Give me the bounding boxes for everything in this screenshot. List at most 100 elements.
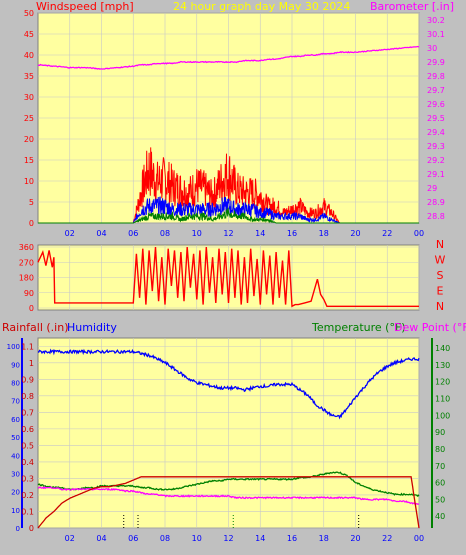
compass-letter: N [436, 300, 444, 313]
rainfall-tick-label: 1.1 [21, 342, 34, 351]
bottom-x-tick-label: 14 [255, 534, 265, 543]
humidity-axis-title: Humidity [67, 321, 117, 334]
barometer-tick-label: 28.9 [427, 198, 445, 207]
humidity-tick-label: 60 [11, 416, 20, 424]
barometer-tick-label: 29.7 [427, 86, 445, 95]
compass-letter: W [435, 254, 446, 267]
barometer-tick-label: 30 [427, 44, 437, 53]
rainfall-tick-label: 0.6 [21, 425, 34, 434]
wind-direction-line [37, 246, 419, 308]
humidity-tick-label: 30 [11, 470, 20, 478]
humidity-tick-label: 10 [11, 507, 20, 515]
windspeed-tick-label: 5 [29, 198, 34, 207]
dewpoint-axis-title: Dew Point (°F) [394, 321, 466, 334]
barometer-tick-label: 29.2 [427, 156, 445, 165]
barometer-tick-label: 30.1 [427, 30, 445, 39]
direction-tick-label: 180 [19, 274, 34, 283]
rainfall-line [37, 476, 420, 529]
barometer-tick-label: 29.5 [427, 114, 445, 123]
bottom-x-tick-label: 16 [287, 534, 297, 543]
barometer-tick-label: 29.6 [427, 100, 445, 109]
rainfall-tick-label: 0 [29, 524, 34, 533]
bottom-x-tick-label: 06 [128, 534, 138, 543]
bottom-x-tick-label: 22 [382, 534, 392, 543]
bottom-x-tick-label: 12 [223, 534, 233, 543]
temperature-axis-title: Temperature (°F) [311, 321, 406, 334]
top-x-tick-label: 08 [160, 229, 170, 238]
temperature-tick-label: 120 [435, 378, 450, 387]
humidity-tick-label: 0 [16, 525, 20, 533]
bottom-x-tick-label: 08 [160, 534, 170, 543]
graph-date-title: 24 hour graph day May 30 2024 [173, 0, 350, 13]
windspeed-tick-label: 45 [24, 30, 34, 39]
barometer-tick-label: 29.4 [427, 128, 445, 137]
humidity-tick-label: 100 [7, 343, 20, 351]
rainfall-tick-label: 0.8 [21, 392, 34, 401]
bottom-x-tick-label: 04 [96, 534, 106, 543]
humidity-tick-label: 40 [11, 452, 20, 460]
windspeed-tick-label: 15 [24, 156, 34, 165]
top-x-tick-label: 02 [65, 229, 75, 238]
top-x-tick-label: 16 [287, 229, 297, 238]
top-x-tick-label: 00 [414, 229, 424, 238]
humidity-tick-label: 80 [11, 380, 20, 388]
temperature-tick-label: 80 [435, 445, 445, 454]
top-x-tick-label: 06 [128, 229, 138, 238]
bottom-x-tick-label: 20 [350, 534, 360, 543]
direction-tick-label: 90 [24, 289, 34, 298]
rainfall-tick-label: 0.4 [21, 458, 34, 467]
bottom-x-tick-label: 10 [192, 534, 202, 543]
rainfall-tick-label: 0.7 [21, 408, 34, 417]
temperature-tick-label: 140 [435, 344, 450, 353]
barometer-line [37, 45, 420, 70]
rainfall-tick-label: 0.5 [21, 441, 34, 450]
temperature-tick-label: 70 [435, 462, 445, 471]
windspeed-tick-label: 50 [24, 9, 34, 18]
barometer-tick-label: 28.8 [427, 212, 445, 221]
bottom-x-tick-label: 18 [319, 534, 329, 543]
barometer-tick-label: 29.9 [427, 58, 445, 67]
direction-tick-label: 360 [19, 243, 34, 252]
direction-tick-label: 0 [29, 304, 34, 313]
direction-tick-label: 270 [19, 258, 34, 267]
humidity-tick-label: 50 [11, 434, 20, 442]
temperature-tick-label: 130 [435, 361, 450, 370]
humidity-line [37, 348, 420, 420]
compass-letter: S [437, 269, 444, 282]
dewpoint-line [37, 485, 420, 505]
top-x-tick-label: 04 [96, 229, 106, 238]
rainfall-tick-label: 0.3 [21, 474, 34, 483]
barometer-tick-label: 29.3 [427, 142, 445, 151]
tick-layer: 0510152025303540455028.828.92929.129.229… [7, 9, 451, 543]
rainfall-axis-title: Rainfall (.in) [2, 321, 69, 334]
top-x-tick-label: 22 [382, 229, 392, 238]
temperature-tick-label: 40 [435, 512, 445, 521]
barometer-tick-label: 29 [427, 184, 437, 193]
windspeed-tick-label: 25 [24, 114, 34, 123]
compass-letter: N [436, 238, 444, 251]
wind-series-2 [38, 207, 419, 224]
barometer-tick-label: 30.2 [427, 16, 445, 25]
windspeed-tick-label: 20 [24, 135, 34, 144]
barometer-tick-label: 29.1 [427, 170, 445, 179]
temperature-tick-label: 110 [435, 395, 450, 404]
humidity-tick-label: 90 [11, 361, 20, 369]
rainfall-tick-label: 0.1 [21, 507, 34, 516]
rainfall-tick-label: 0.2 [21, 491, 34, 500]
top-x-tick-label: 10 [192, 229, 202, 238]
rainfall-tick-label: 0.9 [21, 375, 34, 384]
top-x-tick-label: 12 [223, 229, 233, 238]
windspeed-title: Windspeed [mph] [36, 0, 134, 13]
windspeed-tick-label: 30 [24, 93, 34, 102]
temperature-tick-label: 100 [435, 411, 450, 420]
top-x-tick-label: 14 [255, 229, 265, 238]
temperature-tick-label: 50 [435, 495, 445, 504]
bottom-x-tick-label: 02 [65, 534, 75, 543]
windspeed-tick-label: 10 [24, 177, 34, 186]
humidity-tick-label: 20 [11, 489, 20, 497]
top-x-tick-label: 20 [350, 229, 360, 238]
bottom-x-tick-label: 00 [414, 534, 424, 543]
windspeed-tick-label: 40 [24, 51, 34, 60]
